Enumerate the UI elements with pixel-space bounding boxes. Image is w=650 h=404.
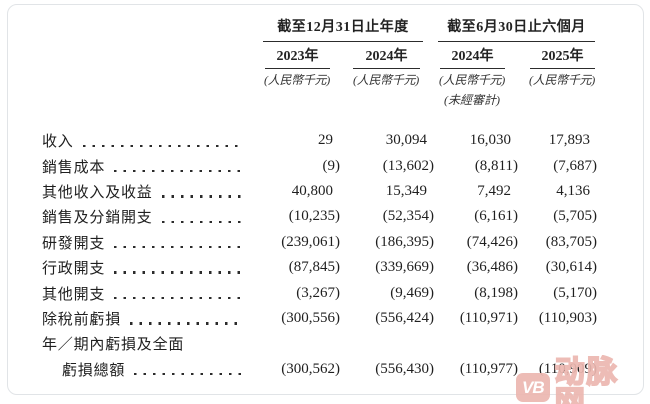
cell-fy2023: 40,800 xyxy=(291,182,333,199)
table-row: 行政開支 (87,845) (339,669) (36,486) (30,614… xyxy=(42,255,597,280)
row-label: 年／期內虧損及全面 xyxy=(42,337,185,354)
cell-fy2024: (186,395) xyxy=(375,233,434,250)
row-label: 銷售及分銷開支 xyxy=(42,210,153,227)
dotted-leader xyxy=(114,271,242,274)
financial-table-card xyxy=(7,4,644,395)
row-label: 其他開支 xyxy=(42,286,106,303)
unit-label: (人民幣千元) xyxy=(439,73,505,87)
table-row: 銷售及分銷開支 (10,235) (52,354) (6,161) (5,705… xyxy=(42,204,597,229)
table-row: 虧損總額 (300,562) (556,430) (110,977) (110,… xyxy=(42,357,597,382)
cell-fy2024: (52,354) xyxy=(382,208,434,225)
cell-hy2024: (110,971) xyxy=(459,309,518,326)
dotted-leader xyxy=(134,373,242,376)
dotted-leader xyxy=(161,220,242,224)
table-row: 銷售成本 (9) (13,602) (8,811) (7,687) xyxy=(42,153,597,178)
cell-hy2025: (30,614) xyxy=(545,259,597,276)
table-row: 年／期內虧損及全面 xyxy=(42,331,597,356)
cell-hy2024: 7,492 xyxy=(477,182,511,199)
table-row: 其他開支 (3,267) (9,469) (8,198) (5,170) xyxy=(42,280,597,305)
table-row: 其他收入及收益 40,800 15,349 7,492 4,136 xyxy=(42,179,597,204)
cell-hy2025: (83,705) xyxy=(545,233,597,250)
col-group-header-interim: 截至6月30日止六個月 xyxy=(438,16,595,42)
col-header-2024: 2024年 xyxy=(353,45,420,69)
row-label: 收入 xyxy=(42,134,74,151)
cell-fy2023: (300,556) xyxy=(281,309,340,326)
row-label: 除稅前虧損 xyxy=(42,311,122,328)
cell-hy2025: (5,170) xyxy=(553,284,597,301)
row-label: 銷售成本 xyxy=(42,159,106,176)
unit-label: (人民幣千元) xyxy=(529,73,595,87)
col-header-2023: 2023年 xyxy=(265,45,330,69)
watermark-site-name: 动脉网 xyxy=(554,355,619,404)
unaudited-note: (未經審計) xyxy=(444,93,500,107)
row-label: 研發開支 xyxy=(42,235,106,252)
dotted-leader xyxy=(114,169,242,173)
cell-fy2023: (300,562) xyxy=(281,360,340,377)
cell-hy2025: 17,893 xyxy=(548,132,590,149)
unit-label: (人民幣千元) xyxy=(353,73,419,87)
watermark-vb-logo-icon: VB xyxy=(516,373,550,402)
cell-hy2025: (7,687) xyxy=(553,157,597,174)
dotted-leader xyxy=(161,195,242,198)
watermark: VB 动脉网 xyxy=(516,356,650,404)
cell-fy2024: (9,469) xyxy=(390,284,434,301)
col-header-2025-interim: 2025年 xyxy=(530,45,595,69)
cell-hy2025: 4,136 xyxy=(556,182,590,199)
table-row: 收入 29 30,094 16,030 17,893 xyxy=(42,128,597,153)
dotted-leader xyxy=(114,296,242,300)
table-body: 收入 29 30,094 16,030 17,893 銷售成本 (9) (13,… xyxy=(42,128,597,382)
cell-hy2024: (6,161) xyxy=(474,208,518,225)
cell-hy2024: (8,811) xyxy=(474,157,518,174)
cell-hy2024: (36,486) xyxy=(466,259,518,276)
cell-fy2024: (13,602) xyxy=(382,157,434,174)
row-label: 虧損總額 xyxy=(62,362,126,379)
cell-fy2023: (239,061) xyxy=(281,233,340,250)
table-row: 研發開支 (239,061) (186,395) (74,426) (83,70… xyxy=(42,230,597,255)
cell-hy2025: (5,705) xyxy=(553,208,597,225)
cell-fy2023: (87,845) xyxy=(288,259,340,276)
cell-fy2024: 15,349 xyxy=(385,182,427,199)
cell-hy2024: (110,977) xyxy=(459,360,518,377)
unit-label: (人民幣千元) xyxy=(264,73,330,87)
dotted-leader xyxy=(82,144,242,147)
cell-fy2024: (556,430) xyxy=(375,360,434,377)
table-row: 除稅前虧損 (300,556) (556,424) (110,971) (110… xyxy=(42,306,597,331)
dotted-leader xyxy=(130,322,242,325)
col-group-header-annual: 截至12月31日止年度 xyxy=(263,16,423,42)
row-label: 其他收入及收益 xyxy=(42,184,153,201)
cell-fy2023: (10,235) xyxy=(288,208,340,225)
cell-fy2024: (339,669) xyxy=(375,259,434,276)
dotted-leader xyxy=(114,246,242,249)
cell-fy2023: (3,267) xyxy=(296,284,340,301)
cell-hy2024: (8,198) xyxy=(474,284,518,301)
cell-fy2023: 29 xyxy=(318,132,333,149)
cell-hy2025: (110,909) xyxy=(538,360,597,377)
cell-fy2024: (556,424) xyxy=(375,309,434,326)
cell-hy2025: (110,903) xyxy=(538,309,597,326)
cell-fy2023: (9) xyxy=(322,157,341,174)
cell-hy2024: (74,426) xyxy=(466,233,518,250)
row-label: 行政開支 xyxy=(42,261,106,278)
col-header-2024-interim: 2024年 xyxy=(440,45,505,69)
cell-hy2024: 16,030 xyxy=(469,132,511,149)
cell-fy2024: 30,094 xyxy=(385,132,427,149)
